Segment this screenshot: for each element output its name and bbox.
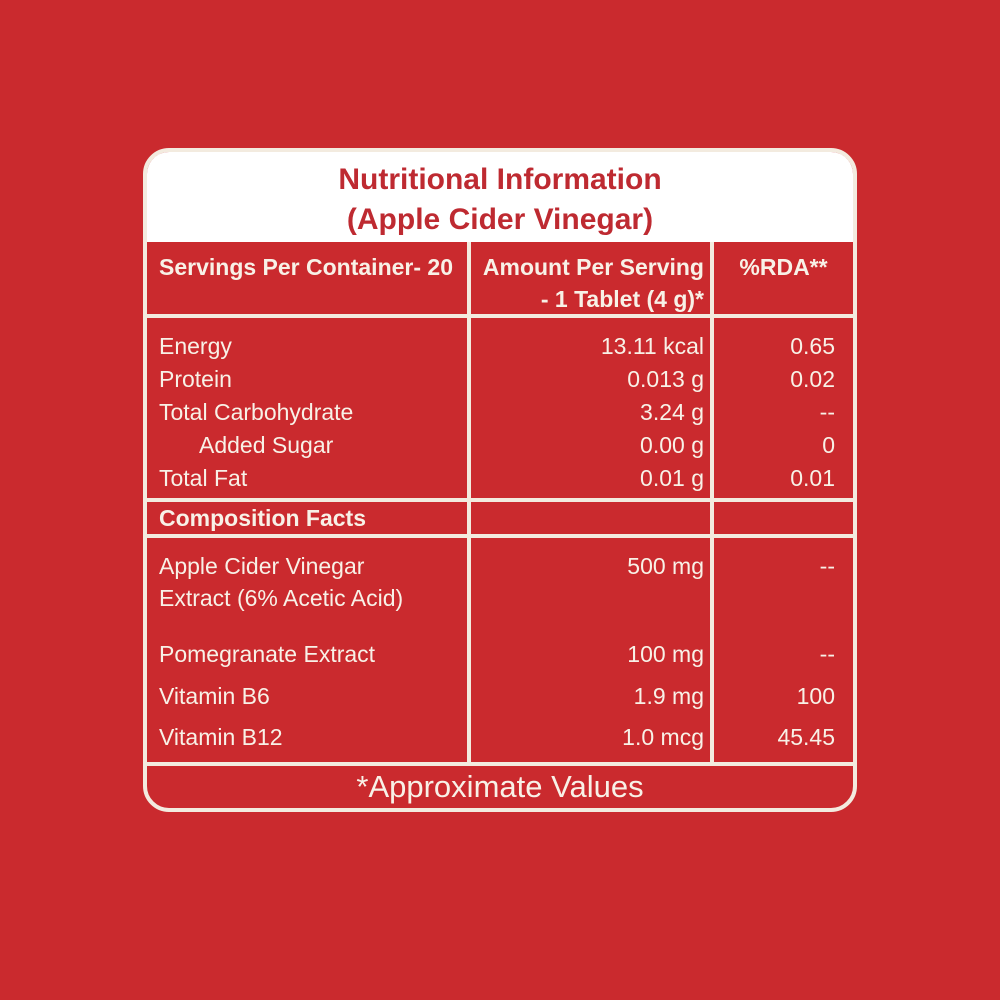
nutrient-name-indented: Added Sugar (199, 432, 334, 458)
ingredient-amount: 1.0 mcg (622, 724, 704, 750)
ingredient-name: Apple Cider Vinegar Extract (6% Acetic A… (159, 553, 404, 611)
composition-facts-heading: Composition Facts (147, 498, 853, 538)
nutrient-amount: 13.11 kcal (600, 333, 704, 359)
nutrient-name: Total Fat (159, 465, 248, 491)
column-divider-2 (710, 242, 714, 762)
composition-section: Apple Cider Vinegar Extract (6% Acetic A… (147, 538, 853, 762)
ingredient-name: Vitamin B12 (159, 724, 283, 750)
nutrient-rda: 0.65 (790, 333, 835, 359)
label-title-line2: (Apple Cider Vinegar) (346, 203, 654, 236)
ingredient-amount: 500 mg (627, 553, 704, 579)
nutrient-name: Total Carbohydrate (159, 399, 354, 425)
nutrient-rda: 0.02 (790, 366, 835, 392)
label-title-line1: Nutritional Information (338, 163, 662, 196)
nutrients-section: Energy 13.11 kcal 0.65 Protein 0.013 g 0… (147, 318, 853, 498)
header-amount-line1: Amount Per Serving (482, 254, 704, 280)
header-rda: %RDA** (739, 254, 828, 280)
nutrient-amount: 0.01 g (640, 465, 704, 491)
nutrient-rda: 0 (822, 432, 835, 458)
ingredient-rda: -- (819, 553, 835, 579)
header-amount-per-serving: Amount Per Serving - 1 Tablet (4 g)* (471, 251, 714, 315)
ingredient-name: Vitamin B6 (159, 683, 270, 709)
nutrient-rda: 0.01 (790, 465, 835, 491)
ingredient-amount: 1.9 mg (633, 683, 704, 709)
ingredient-name: Pomegranate Extract (159, 641, 376, 667)
table-header-row: Servings Per Container- 20 Amount Per Se… (147, 242, 853, 318)
ingredient-rda: 100 (796, 683, 835, 709)
nutrition-table: Servings Per Container- 20 Amount Per Se… (147, 242, 853, 762)
nutrient-amount: 0.013 g (627, 366, 704, 392)
column-divider-1 (467, 242, 471, 762)
nutrient-amount: 0.00 g (640, 432, 704, 458)
nutrition-label-card: Nutritional Information (Apple Cider Vin… (143, 148, 857, 812)
header-amount-line2: - 1 Tablet (4 g)* (540, 286, 704, 312)
nutrient-rda: -- (819, 399, 835, 425)
approximate-values-note: *Approximate Values (147, 762, 853, 808)
nutrient-name: Energy (159, 333, 232, 359)
label-title: Nutritional Information (Apple Cider Vin… (147, 152, 853, 242)
nutrient-name: Protein (159, 366, 232, 392)
ingredient-rda: 45.45 (777, 724, 835, 750)
nutrient-amount: 3.24 g (640, 399, 704, 425)
ingredient-amount: 100 mg (627, 641, 704, 667)
header-servings: Servings Per Container- 20 (159, 254, 453, 280)
ingredient-rda: -- (819, 641, 835, 667)
